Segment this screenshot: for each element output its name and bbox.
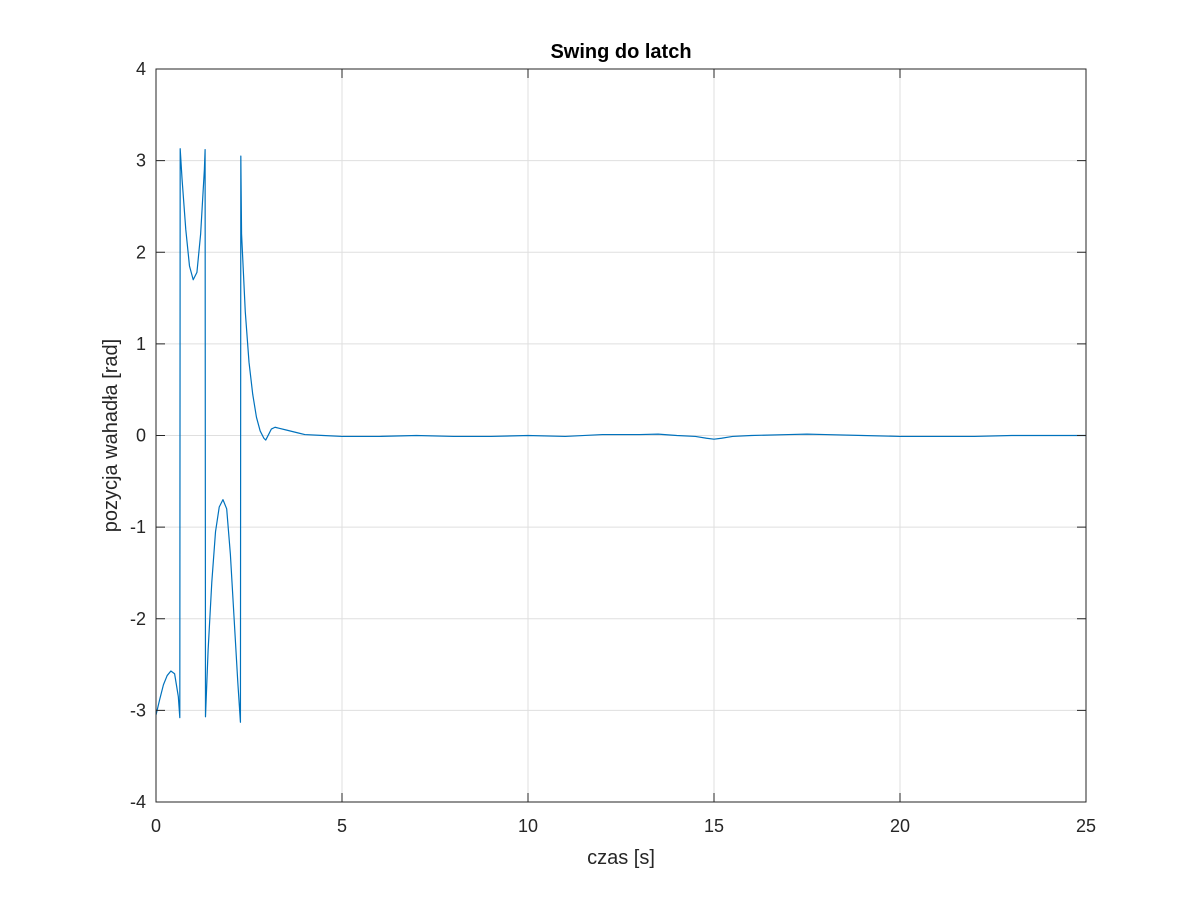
x-axis-label: czas [s]	[587, 847, 655, 869]
x-tick-label: 20	[890, 816, 910, 836]
x-tick-label: 25	[1076, 816, 1096, 836]
y-tick-label: 4	[136, 59, 146, 79]
y-tick-label: 3	[136, 151, 146, 171]
y-tick-label: 2	[136, 242, 146, 262]
y-tick-label: 0	[136, 426, 146, 446]
series-group	[155, 148, 1086, 723]
ticks-group: 0 5 10 15 20 25 -4 -3 -2 -1 0 1 2 3 4	[130, 59, 1096, 836]
y-tick-label: 1	[136, 334, 146, 354]
x-tick-label: 5	[337, 816, 347, 836]
series-line-1	[155, 148, 1086, 723]
y-tick-label: -4	[130, 792, 146, 812]
y-tick-label: -1	[130, 517, 146, 537]
x-tick-label: 15	[704, 816, 724, 836]
y-tick-label: -3	[130, 700, 146, 720]
y-tick-label: -2	[130, 609, 146, 629]
x-tick-label: 10	[518, 816, 538, 836]
x-tick-label: 0	[151, 816, 161, 836]
chart-title: Swing do latch	[550, 41, 691, 63]
y-axis-label: pozycja wahadła [rad]	[100, 339, 122, 532]
